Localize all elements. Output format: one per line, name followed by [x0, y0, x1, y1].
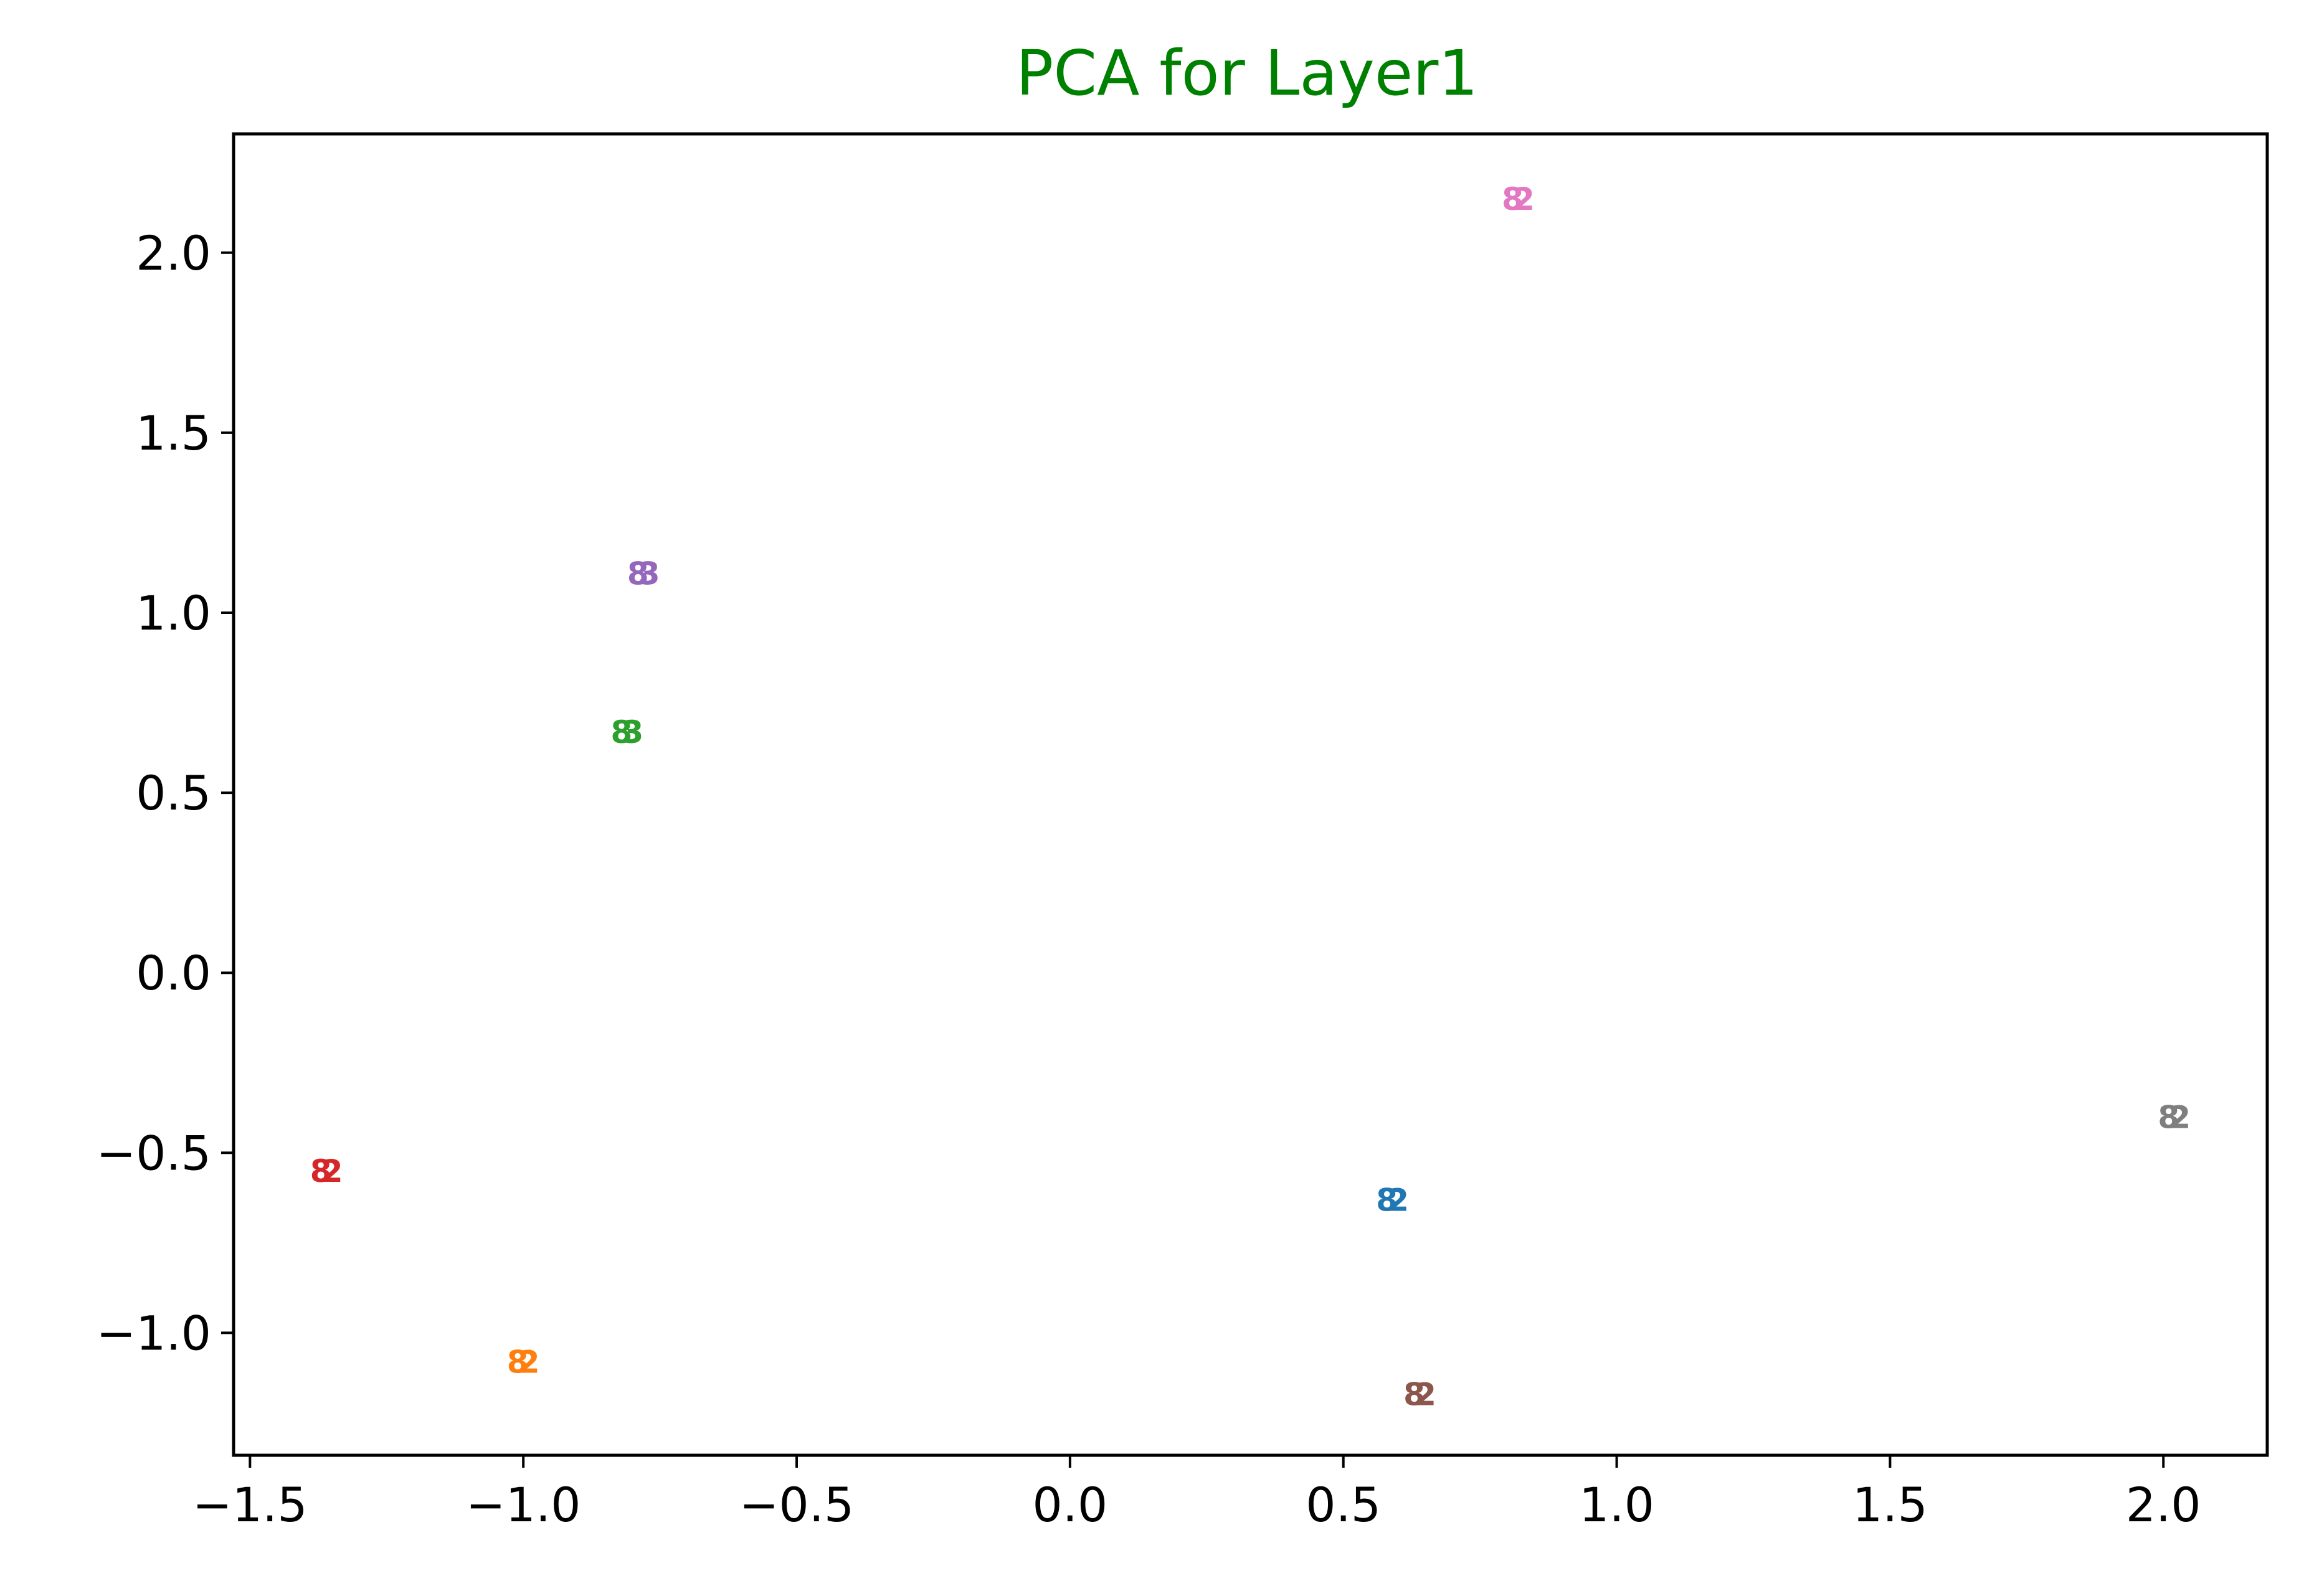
point-label: 2: [2169, 1099, 2191, 1135]
point-label: 8: [1403, 1377, 1425, 1413]
data-point: 83: [611, 714, 644, 750]
point-label: 8: [1376, 1182, 1398, 1218]
plot-frame: [232, 132, 2269, 1457]
x-tick-label: 1.0: [1579, 1477, 1654, 1532]
y-tick-label: −1.0: [96, 1305, 211, 1361]
y-axis: −1.0 −0.5 0.0 0.5 1.0 1.5 2.0: [96, 225, 234, 1361]
y-tick-label: 1.0: [136, 585, 211, 641]
data-point: 82: [1403, 1377, 1436, 1413]
chart-title: PCA for Layer1: [1016, 37, 1478, 110]
data-point: 82: [2158, 1099, 2191, 1135]
y-tick-label: 0.5: [136, 765, 211, 821]
y-tick-label: −0.5: [96, 1125, 211, 1181]
point-label: 8: [507, 1344, 529, 1381]
point-label: 8: [611, 714, 633, 750]
data-point: 82: [310, 1153, 343, 1189]
point-label: 3: [638, 555, 660, 592]
x-tick-label: −0.5: [739, 1477, 855, 1532]
y-tick-label: 0.0: [136, 945, 211, 1001]
data-point: 82: [507, 1344, 540, 1381]
data-point: 82: [1502, 181, 1535, 217]
point-label: 8: [1502, 181, 1524, 217]
data-point: 82: [1376, 1182, 1409, 1218]
point-label: 2: [1387, 1182, 1409, 1218]
x-axis: −1.5 −1.0 −0.5 0.0 0.5 1.0 1.5 2.0: [192, 1455, 2201, 1532]
point-label: 2: [321, 1153, 343, 1189]
point-label: 8: [627, 555, 649, 592]
x-tick-label: 0.5: [1306, 1477, 1381, 1532]
point-label: 2: [1415, 1377, 1436, 1413]
x-tick-label: 0.0: [1032, 1477, 1107, 1532]
y-tick-label: 1.5: [136, 405, 211, 461]
data-point: 83: [627, 555, 660, 592]
x-tick-label: 1.5: [1852, 1477, 1928, 1532]
x-tick-label: 2.0: [2126, 1477, 2201, 1532]
point-label: 2: [518, 1344, 540, 1381]
point-label: 2: [1513, 181, 1535, 217]
y-tick-label: 2.0: [136, 225, 211, 281]
point-label: 8: [310, 1153, 332, 1189]
x-tick-label: −1.0: [466, 1477, 581, 1532]
point-label: 3: [622, 714, 644, 750]
x-tick-label: −1.5: [192, 1477, 308, 1532]
point-label: 8: [2158, 1099, 2179, 1135]
